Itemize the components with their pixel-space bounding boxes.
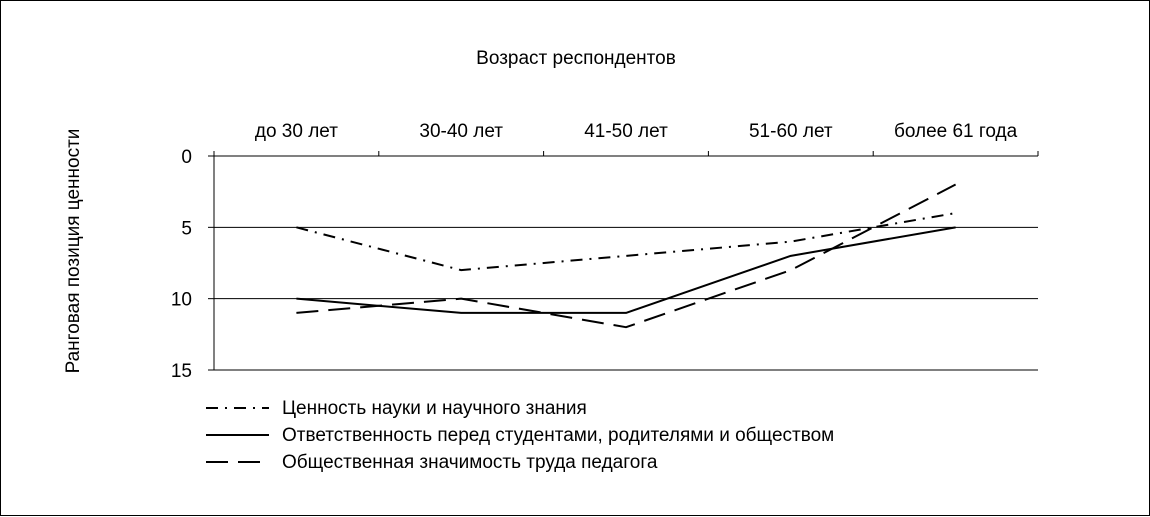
legend-label-2: Общественная значимость труда педагога — [282, 452, 658, 473]
chart-title: Возраст респондентов — [476, 48, 676, 69]
series-line-1 — [296, 226, 956, 314]
legend-label-1: Ответственность перед студентами, родите… — [282, 425, 834, 446]
y-tick-label-3: 15 — [171, 361, 192, 382]
x-tick-label-2: 41-50 лет — [584, 121, 668, 142]
series-layer — [296, 183, 957, 329]
y-tick-label-1: 5 — [181, 218, 192, 239]
legend-label-0: Ценность науки и научного знания — [282, 398, 587, 419]
y-tick-label-0: 0 — [181, 147, 192, 168]
y-axis-label: Ранговая позиция ценности — [63, 129, 84, 374]
axis-layer: 0 5 10 15 до 30 лет 30-40 лет 41-50 лет 51-60 л… — [171, 121, 1039, 382]
x-tick-label-4: более 61 года — [894, 121, 1018, 142]
x-tick-label-1: 30-40 лет — [419, 121, 503, 142]
series-line-0 — [296, 212, 956, 272]
y-tick-label-2: 10 — [171, 290, 192, 311]
grid-layer — [214, 226, 1038, 300]
legend-layer: Ценность науки и научного знания Ответств… — [206, 398, 834, 473]
x-tick-label-3: 51-60 лет — [749, 121, 833, 142]
series-line-2 — [296, 183, 957, 329]
x-tick-label-0: до 30 лет — [255, 121, 338, 142]
